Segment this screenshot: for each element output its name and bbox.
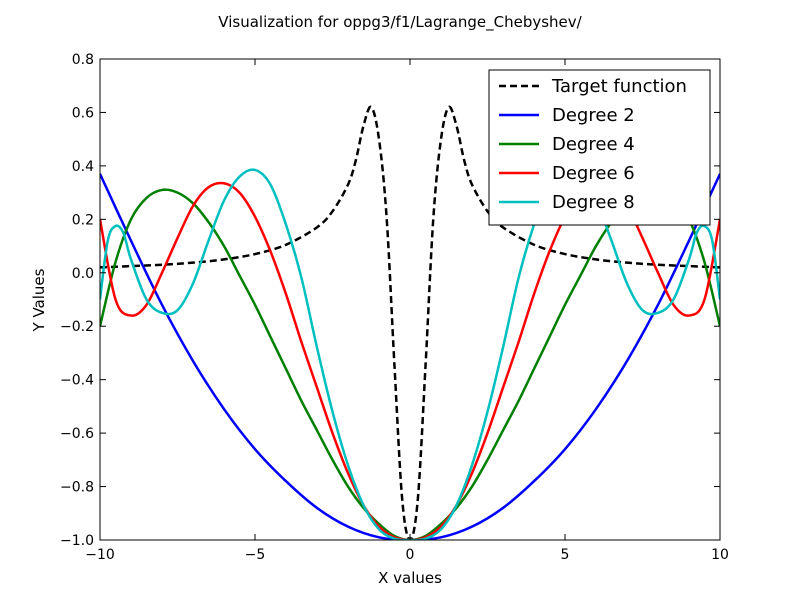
legend-label: Degree 4: [552, 134, 635, 155]
x-tick-label: −5: [245, 547, 266, 563]
y-tick-label: 0.0: [72, 266, 94, 282]
legend-label: Degree 2: [552, 105, 635, 126]
legend-label: Degree 8: [552, 192, 635, 213]
y-tick-label: −0.2: [60, 319, 94, 335]
y-tick-label: 0.6: [72, 105, 94, 121]
y-tick-label: 0.4: [72, 159, 94, 175]
x-axis-label: X values: [378, 569, 442, 587]
series-line-degree-2: [100, 173, 720, 540]
x-tick-label: −10: [85, 547, 115, 563]
series-line-target-function: [100, 105, 720, 540]
y-axis-label: Y Values: [30, 268, 48, 332]
y-tick-label: −0.4: [60, 373, 94, 389]
y-tick-label: 0.8: [72, 52, 94, 68]
x-tick-label: 0: [406, 547, 415, 563]
y-tick-label: 0.2: [72, 212, 94, 228]
x-tick-label: 10: [711, 547, 729, 563]
series-line-degree-8: [100, 168, 720, 540]
legend-box: [488, 69, 711, 226]
legend-label: Target function: [551, 76, 687, 97]
y-tick-label: −0.8: [60, 480, 94, 496]
y-tick-label: −0.6: [60, 426, 94, 442]
legend-label: Degree 6: [552, 163, 635, 184]
x-tick-label: 5: [561, 547, 570, 563]
chart-title: Visualization for oppg3/f1/Lagrange_Cheb…: [218, 13, 582, 32]
legend: Target function Degree 2 Degree 4 Degree 6 D…: [488, 69, 711, 226]
y-tick-label: −1.0: [60, 533, 94, 549]
